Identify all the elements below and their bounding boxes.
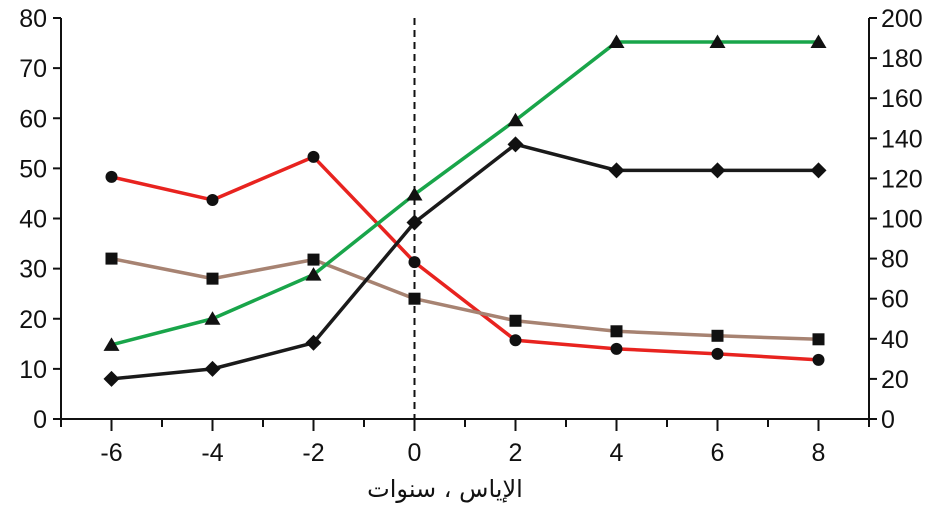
left-y-tick-label: 60 <box>19 105 47 133</box>
x-tick-label: -6 <box>100 439 122 467</box>
square-marker <box>812 333 825 346</box>
right-y-tick-label: 0 <box>881 406 895 434</box>
triangle-marker <box>507 112 524 127</box>
right-y-tick-label: 180 <box>881 45 923 73</box>
right-y-tick-label: 80 <box>881 246 909 274</box>
left-y-tick-label: 10 <box>19 356 47 384</box>
x-tick-label: 2 <box>509 439 523 467</box>
diamond-marker <box>608 162 625 179</box>
diamond-marker <box>709 162 726 179</box>
left-y-tick-label: 70 <box>19 55 47 83</box>
x-tick-label: -4 <box>201 439 223 467</box>
diamond-marker <box>507 136 524 153</box>
triangle-marker <box>204 311 221 325</box>
x-tick-label: 0 <box>408 439 422 467</box>
square-marker <box>307 253 320 266</box>
circle-marker <box>206 193 219 206</box>
right-y-tick-label: 20 <box>881 366 909 394</box>
x-tick-label: 8 <box>812 439 826 467</box>
diamond-marker <box>406 214 423 231</box>
series-square <box>105 252 825 346</box>
circle-marker <box>610 342 623 355</box>
x-tick-label: -2 <box>302 439 324 467</box>
diamond-marker <box>305 334 322 351</box>
circle-marker <box>509 334 522 347</box>
right-y-tick-label: 60 <box>881 286 909 314</box>
series-line-circle <box>111 155 819 362</box>
diamond-marker <box>204 360 221 377</box>
series-diamond <box>103 136 827 387</box>
square-marker <box>509 314 522 327</box>
series-layer <box>103 34 827 387</box>
series-line-triangle <box>111 40 819 347</box>
left-y-tick-label: 40 <box>19 206 47 234</box>
left-y-tick-label: 20 <box>19 306 47 334</box>
diamond-marker <box>810 162 827 179</box>
left-y-tick-label: 80 <box>19 5 47 33</box>
x-tick-label: 4 <box>610 439 624 467</box>
right-y-tick-label: 140 <box>881 125 923 153</box>
circle-marker <box>711 347 724 360</box>
circle-marker <box>307 150 320 163</box>
triangle-marker <box>810 34 827 49</box>
square-marker <box>610 325 623 338</box>
square-marker <box>408 292 421 305</box>
triangle-marker <box>103 337 120 351</box>
right-y-tick-label: 120 <box>881 165 923 193</box>
circle-marker <box>105 170 118 183</box>
left-y-tick-label: 50 <box>19 155 47 183</box>
series-circle <box>105 150 825 366</box>
circle-marker <box>408 256 421 269</box>
x-axis-title: الإياس ، سنوات <box>367 475 523 503</box>
right-y-tick-label: 160 <box>881 85 923 113</box>
right-y-tick-label: 200 <box>881 5 923 33</box>
x-tick-label: 6 <box>711 439 725 467</box>
square-marker <box>711 329 724 342</box>
square-marker <box>206 272 219 285</box>
axes: 0102030405060708002040608010012014016018… <box>19 5 923 467</box>
series-triangle <box>103 34 827 351</box>
left-y-tick-label: 30 <box>19 256 47 284</box>
diamond-marker <box>103 370 120 387</box>
right-y-tick-label: 40 <box>881 326 909 354</box>
square-marker <box>105 252 118 265</box>
series-line-diamond <box>111 142 819 381</box>
triangle-marker <box>406 186 423 201</box>
triangle-marker <box>305 267 322 281</box>
triangle-marker <box>608 34 625 49</box>
triangle-marker <box>709 34 726 49</box>
left-y-tick-label: 0 <box>33 406 47 434</box>
right-y-tick-label: 100 <box>881 206 923 234</box>
circle-marker <box>812 353 825 366</box>
series-line-square <box>111 256 819 342</box>
